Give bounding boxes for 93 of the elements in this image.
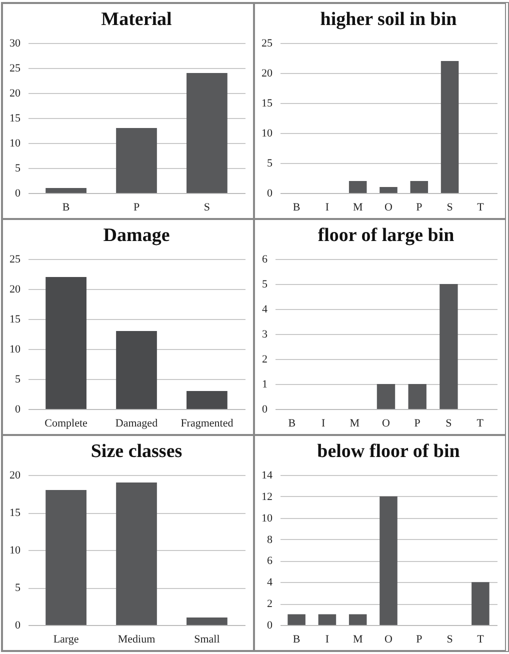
y-tick-label: 0 — [262, 404, 268, 416]
bar — [46, 188, 86, 193]
x-tick-label: Medium — [118, 634, 156, 646]
y-tick-label: 15 — [262, 98, 273, 110]
x-tick-label: P — [416, 202, 422, 214]
chart-title: Damage — [103, 225, 170, 246]
y-tick-label: 8 — [267, 534, 273, 546]
y-tick-label: 12 — [262, 490, 272, 503]
y-tick-label: 5 — [262, 278, 268, 290]
x-tick-label: B — [292, 634, 300, 646]
x-tick-label: P — [416, 634, 422, 646]
x-tick-label: M — [352, 634, 363, 646]
x-tick-label: S — [446, 634, 453, 646]
x-tick-label: Small — [194, 634, 220, 646]
y-tick-label: 15 — [10, 112, 21, 124]
bar — [186, 618, 228, 625]
y-tick-label: 10 — [10, 544, 21, 556]
y-tick-label: 3 — [262, 328, 268, 340]
x-tick-label: T — [477, 202, 484, 214]
y-tick-label: 20 — [10, 470, 21, 482]
y-tick-label: 25 — [10, 62, 21, 74]
x-tick-label: S — [204, 202, 210, 214]
x-tick-label: Damaged — [115, 418, 158, 430]
x-tick-label: B — [62, 202, 70, 214]
x-tick-label: M — [352, 202, 363, 214]
x-tick-label: T — [477, 634, 484, 646]
y-tick-label: 4 — [262, 304, 268, 316]
bar — [46, 490, 86, 625]
x-tick-label: O — [384, 634, 393, 646]
bar — [472, 582, 490, 625]
x-tick-label: P — [414, 418, 420, 430]
bar — [186, 73, 228, 193]
y-tick-label: 0 — [15, 404, 21, 416]
y-tick-label: 25 — [262, 38, 273, 50]
bar — [186, 391, 228, 409]
bar — [288, 614, 306, 625]
y-tick-label: 5 — [15, 374, 21, 386]
bar — [440, 61, 459, 193]
bar — [116, 482, 157, 625]
bar — [116, 331, 157, 409]
y-tick-label: 0 — [15, 620, 21, 632]
y-tick-label: 20 — [262, 68, 273, 80]
bar — [380, 187, 398, 193]
x-tick-label: Complete — [44, 418, 88, 430]
y-tick-label: 25 — [10, 254, 21, 266]
x-tick-label: I — [325, 202, 330, 214]
bar — [348, 614, 367, 625]
y-tick-label: 5 — [15, 162, 21, 174]
y-tick-label: 2 — [267, 598, 272, 610]
y-tick-label: 15 — [10, 314, 21, 326]
bar — [410, 181, 428, 193]
bar — [46, 277, 86, 409]
x-tick-label: I — [321, 418, 326, 430]
chart-title: below floor of bin — [317, 441, 460, 462]
y-tick-label: 10 — [262, 128, 273, 140]
chart-title: floor of large bin — [318, 225, 455, 246]
chart-title: higher soil in bin — [320, 9, 458, 30]
x-tick-label: P — [133, 202, 140, 214]
x-tick-label: Large — [53, 634, 79, 646]
x-tick-label: I — [325, 634, 330, 646]
y-tick-label: 1 — [262, 378, 268, 390]
y-tick-label: 4 — [267, 576, 273, 589]
x-tick-label: O — [384, 202, 393, 214]
y-tick-label: 10 — [10, 344, 21, 356]
y-tick-label: 15 — [10, 507, 21, 519]
x-tick-label: T — [476, 418, 484, 430]
x-tick-label: B — [292, 202, 300, 214]
bar — [348, 181, 367, 193]
y-tick-label: 20 — [10, 88, 21, 100]
y-tick-label: 0 — [15, 188, 21, 200]
y-tick-label: 0 — [267, 620, 273, 632]
x-tick-label: O — [382, 418, 390, 430]
x-tick-label: M — [350, 418, 360, 430]
y-tick-label: 10 — [10, 138, 21, 150]
bar — [380, 496, 398, 625]
y-tick-label: 20 — [10, 284, 21, 296]
chart-title: Material — [101, 9, 172, 30]
y-tick-label: 30 — [10, 38, 21, 50]
y-tick-label: 2 — [262, 354, 268, 366]
y-tick-label: 5 — [15, 582, 21, 594]
y-tick-label: 0 — [267, 188, 273, 200]
x-tick-label: B — [288, 418, 296, 430]
bar — [116, 128, 157, 193]
y-tick-label: 14 — [262, 470, 273, 482]
y-tick-label: 6 — [262, 254, 268, 266]
bar — [318, 614, 336, 625]
chart-title: Size classes — [90, 441, 182, 462]
y-tick-label: 10 — [262, 512, 273, 524]
x-tick-label: Fragmented — [180, 418, 234, 430]
y-tick-label: 5 — [267, 158, 273, 170]
x-tick-label: S — [446, 418, 452, 430]
x-tick-label: S — [446, 202, 453, 214]
y-tick-label: 6 — [267, 555, 273, 568]
